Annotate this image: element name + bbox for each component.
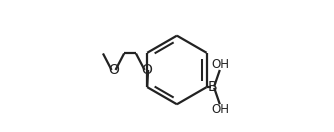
Text: O: O <box>108 63 119 77</box>
Text: O: O <box>141 63 152 77</box>
Text: OH: OH <box>211 58 229 71</box>
Text: B: B <box>208 80 217 94</box>
Text: OH: OH <box>211 103 229 116</box>
